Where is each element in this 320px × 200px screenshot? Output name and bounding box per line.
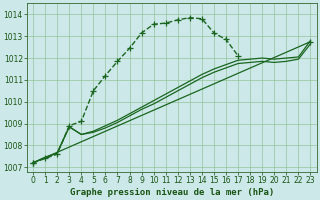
X-axis label: Graphe pression niveau de la mer (hPa): Graphe pression niveau de la mer (hPa) <box>70 188 274 197</box>
